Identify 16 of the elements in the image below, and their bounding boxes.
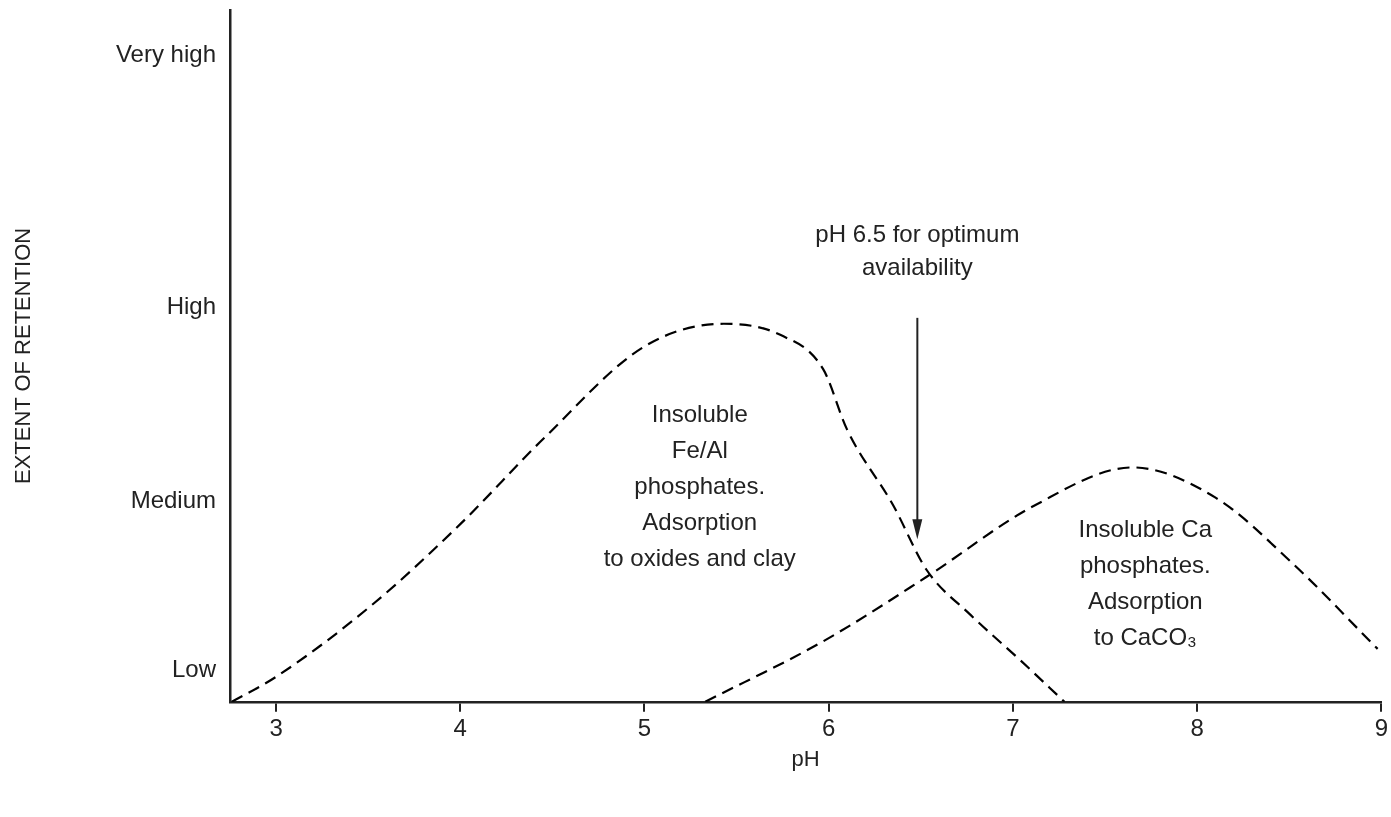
text: High: [166, 292, 216, 320]
x-tick-label: 5: [637, 713, 652, 741]
x-tick-label: 9: [1374, 713, 1389, 741]
x-axis-title: pH: [791, 745, 820, 771]
text: Low: [171, 654, 217, 682]
x-tick-label: 3: [269, 713, 283, 741]
x-tick-label: 6: [822, 713, 836, 741]
x-tick-label: 8: [1190, 713, 1204, 741]
annotation: Insoluble Ca phosphates. Adsorption to CaCO₃: [1078, 514, 1213, 650]
x-tick-label: 7: [1006, 713, 1020, 741]
text: Very high: [115, 39, 216, 67]
text: pH 6.5 for optimum availability: [815, 220, 1020, 281]
x-tick-label: 4: [453, 713, 467, 741]
text: EXTENT OF RETENTION: [10, 227, 36, 485]
annotation: Insoluble Fe/Al phosphates. Adsorption to oxides and clay: [603, 399, 796, 571]
text: Medium: [130, 486, 216, 514]
